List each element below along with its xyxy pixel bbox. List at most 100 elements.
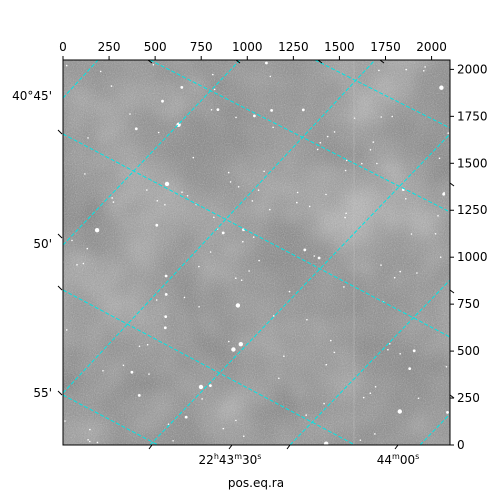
grid-line bbox=[149, 60, 450, 213]
star bbox=[198, 306, 200, 308]
star bbox=[442, 192, 446, 196]
grid-line bbox=[419, 413, 450, 445]
sky-image bbox=[63, 60, 450, 445]
star bbox=[389, 343, 391, 345]
star bbox=[184, 415, 188, 419]
star-field bbox=[63, 61, 450, 445]
top-axis-tick-label: 1750 bbox=[370, 40, 401, 54]
star bbox=[301, 108, 305, 112]
dec-label-2: 50' bbox=[33, 237, 52, 251]
star bbox=[192, 156, 195, 159]
star bbox=[216, 108, 220, 111]
star bbox=[416, 272, 418, 274]
star bbox=[231, 347, 236, 352]
star bbox=[319, 141, 322, 144]
star bbox=[228, 340, 230, 343]
ra-tick-bottom bbox=[286, 444, 291, 450]
star bbox=[152, 63, 155, 66]
star bbox=[164, 315, 168, 318]
star bbox=[446, 411, 449, 414]
star bbox=[155, 223, 159, 227]
star bbox=[138, 345, 141, 348]
ra-tick-top bbox=[235, 59, 241, 64]
star bbox=[305, 414, 308, 416]
star bbox=[221, 231, 225, 235]
star bbox=[180, 86, 184, 89]
ra-label-2: 44m00s bbox=[377, 452, 420, 467]
star bbox=[380, 116, 383, 118]
grid-line bbox=[289, 279, 450, 445]
axis-ticks: 0 250 500 750 1000 1250 1500 1750 2000 0 250 500 750… bbox=[57, 40, 488, 452]
star bbox=[296, 191, 299, 194]
star bbox=[399, 353, 402, 355]
dec-label-1: 40°45' bbox=[12, 89, 52, 103]
star bbox=[213, 88, 216, 91]
star bbox=[412, 349, 416, 353]
dec-tick bbox=[57, 129, 63, 135]
grid-line bbox=[63, 289, 356, 445]
star bbox=[405, 198, 407, 200]
star bbox=[438, 157, 441, 160]
star bbox=[172, 440, 174, 442]
x-axis-label: pos.eq.ra bbox=[228, 476, 284, 490]
star bbox=[167, 423, 170, 426]
star bbox=[235, 419, 237, 422]
right-axis-tick-label: 2000 bbox=[457, 62, 488, 76]
top-axis-tick-label: 500 bbox=[144, 40, 167, 54]
star bbox=[155, 299, 158, 301]
star bbox=[405, 68, 408, 71]
star bbox=[272, 315, 275, 317]
star bbox=[345, 212, 347, 215]
star bbox=[229, 181, 232, 183]
star bbox=[399, 270, 402, 273]
star bbox=[258, 259, 260, 262]
ra-tick-bottom bbox=[394, 444, 399, 450]
star bbox=[325, 193, 327, 196]
star bbox=[303, 248, 307, 252]
star bbox=[237, 186, 240, 188]
top-axis-tick-label: 750 bbox=[190, 40, 213, 54]
top-axis-tick-label: 0 bbox=[59, 40, 67, 54]
star bbox=[243, 435, 245, 438]
dec-tick-right bbox=[449, 394, 455, 399]
star bbox=[87, 439, 89, 441]
coordinate-grid bbox=[63, 60, 450, 445]
star bbox=[129, 113, 131, 115]
star bbox=[65, 64, 68, 67]
star bbox=[369, 149, 372, 151]
star bbox=[316, 148, 319, 151]
star bbox=[253, 114, 256, 118]
star bbox=[410, 233, 413, 235]
grid-line bbox=[314, 60, 450, 129]
star bbox=[148, 373, 150, 375]
star bbox=[164, 274, 168, 278]
star bbox=[362, 396, 365, 399]
star bbox=[317, 256, 321, 260]
star bbox=[212, 73, 214, 76]
star bbox=[209, 251, 212, 253]
right-axis-tick-label: 1500 bbox=[457, 156, 488, 170]
star bbox=[156, 200, 159, 202]
star bbox=[397, 409, 402, 414]
star bbox=[210, 109, 213, 111]
star bbox=[198, 265, 200, 268]
right-axis-tick-label: 1000 bbox=[457, 250, 488, 264]
star bbox=[235, 277, 237, 280]
star bbox=[89, 440, 91, 443]
star bbox=[333, 351, 336, 354]
star bbox=[186, 195, 189, 197]
star bbox=[257, 189, 260, 191]
right-axis-tick-label: 750 bbox=[457, 297, 480, 311]
star bbox=[64, 420, 66, 422]
star bbox=[86, 247, 89, 250]
star bbox=[110, 85, 113, 87]
star bbox=[161, 99, 164, 103]
star bbox=[391, 115, 394, 118]
star bbox=[296, 201, 298, 204]
star bbox=[439, 85, 444, 90]
star bbox=[157, 131, 160, 134]
dec-tick-right bbox=[449, 289, 455, 294]
top-axis-tick-label: 2000 bbox=[416, 40, 447, 54]
star bbox=[163, 326, 167, 330]
